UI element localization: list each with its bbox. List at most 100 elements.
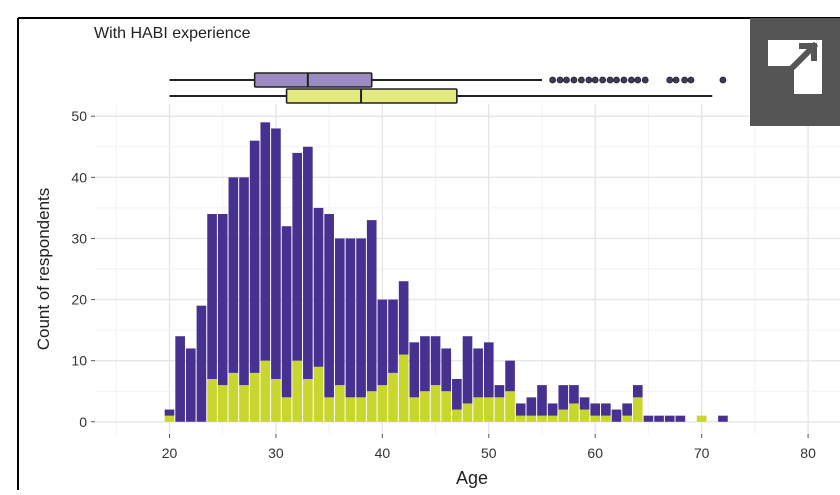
bar-segment-purple [526,397,537,416]
bar-segment-purple [505,360,515,392]
bar-segment-purple [569,385,579,404]
bar-segment-purple [441,348,452,392]
bar-segment-purple [217,214,228,386]
bar-segment-green [590,415,601,422]
boxplot-outlier [672,76,680,84]
bar-segment-green [420,391,430,422]
bar-segment-purple [590,403,601,416]
x-tick-label: 60 [587,445,603,461]
x-tick-label: 80 [800,445,816,461]
boxplot-outlier [591,76,599,84]
x-tick-label: 50 [481,445,497,461]
bar-segment-purple [601,403,611,416]
boxplot-outlier [599,76,607,84]
y-tick-label: 30 [71,230,87,246]
bar-segment-green [579,409,590,422]
boxplot-outlier [563,76,570,84]
bar-segment-purple [409,342,420,398]
bar-segment-purple [664,415,675,422]
bar-segment-purple [249,140,260,373]
bar-segment-green [345,397,356,422]
bar-segment-purple [675,415,686,422]
bar-segment-green [483,397,494,422]
bar-segment-purple [430,336,441,386]
bar-segment-green [622,415,632,422]
bars [164,122,728,422]
x-tick-label: 20 [162,445,178,461]
expand-button[interactable] [750,18,840,126]
bar-segment-green [473,397,483,422]
bar-segment-purple [611,409,622,422]
bar-segment-purple [483,342,494,398]
bar-segment-green [164,415,175,422]
boxplot-outlier [666,76,674,84]
boxplot-outlier [577,76,585,84]
bar-segment-green [494,397,505,422]
bar-segment-purple [303,146,313,379]
bar-segment-purple [558,385,569,410]
x-tick-label: 40 [375,445,391,461]
y-tick-label: 10 [71,353,87,369]
boxplot-outlier [634,76,642,84]
bar-segment-purple [196,305,207,422]
x-tick-label: 30 [268,445,284,461]
bar-segment-purple [334,238,345,386]
bar-segment-purple [281,226,292,398]
bar-segment-purple [462,336,473,404]
bar-segment-green [249,372,260,422]
bar-segment-purple [228,177,239,373]
y-tick-label: 50 [71,108,87,124]
bar-segment-green [515,415,526,422]
bar-segment-green [526,415,537,422]
boxplot-outlier [628,76,635,84]
bar-segment-green [430,385,441,422]
bar-segment-green [452,409,462,422]
y-axis: 0 10 20 30 40 50 [71,108,95,430]
boxplot-outlier [719,76,727,84]
bar-segment-purple [207,214,217,379]
bar-segment-green [388,372,398,422]
bar-segment-purple [579,397,590,410]
bar-segment-green [632,397,643,422]
bar-segment-green [334,385,345,422]
y-tick-label: 20 [71,292,87,308]
bar-segment-purple [292,152,303,361]
bar-segment-purple [324,214,334,398]
x-axis: 20 30 40 50 60 70 80 [162,434,816,461]
x-tick-label: 70 [694,445,710,461]
bar-segment-purple [175,336,185,422]
boxplot-box [285,88,458,104]
bar-segment-green [217,385,228,422]
bar-segment-purple [388,299,398,373]
bar-segment-purple [260,122,271,361]
bar-segment-purple [632,385,643,398]
bar-segment-green [558,409,569,422]
y-axis-label: Count of respondents [34,188,53,351]
boxplot-box [253,72,373,88]
bar-segment-green [409,397,420,422]
bar-segment-purple [420,336,430,392]
bar-segment-green [505,391,515,422]
bar-segment-purple [622,403,632,416]
bar-segment-green [260,360,271,422]
bar-segment-green [366,391,377,422]
bar-segment-green [569,403,579,422]
bar-segment-purple [185,348,196,422]
bar-segment-green [601,415,611,422]
x-axis-label: Age [456,468,488,488]
boxplot-outlier [681,76,689,84]
bar-segment-green [356,397,366,422]
bar-segment-green [303,379,313,422]
bar-segment-green [462,403,473,422]
boxplot-outlier [606,76,614,84]
bar-segment-green [324,397,334,422]
bar-segment-purple [366,220,377,392]
y-tick-label: 0 [79,414,87,430]
bar-segment-green [313,366,324,422]
bar-segment-purple [452,379,462,410]
bar-segment-purple [537,385,547,416]
boxplot-outlier [613,76,620,84]
expand-arrow-icon [768,40,822,94]
